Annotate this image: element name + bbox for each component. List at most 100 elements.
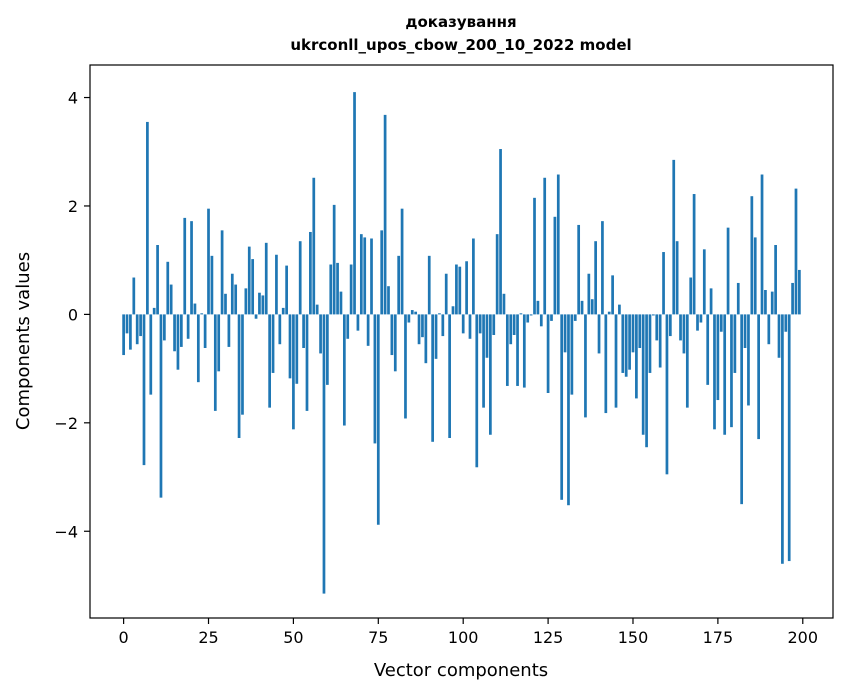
- bar-component-81: [397, 255, 401, 315]
- bar-component-155: [648, 314, 652, 373]
- bar-component-171: [702, 249, 706, 315]
- bar-component-35: [241, 314, 244, 415]
- bar-component-6: [142, 314, 146, 466]
- x-tick-label: 175: [703, 628, 734, 647]
- bar-component-120: [529, 314, 533, 316]
- bar-component-118: [522, 314, 526, 388]
- bar-component-99: [458, 266, 462, 315]
- bar-component-20: [190, 221, 193, 315]
- bar-component-149: [628, 314, 631, 370]
- bar-component-186: [753, 237, 757, 315]
- bar-component-112: [502, 293, 506, 315]
- bars: [122, 92, 801, 594]
- bar-component-181: [736, 282, 740, 315]
- bar-component-158: [658, 314, 662, 368]
- bar-component-108: [489, 314, 492, 435]
- bar-component-148: [624, 314, 628, 377]
- bar-component-67: [349, 264, 353, 315]
- bar-component-107: [485, 314, 489, 358]
- bar-component-25: [207, 208, 210, 315]
- bar-component-85: [410, 310, 414, 315]
- bar-component-144: [611, 275, 614, 315]
- bar-component-33: [234, 284, 238, 315]
- bar-component-2: [129, 314, 132, 350]
- x-tick-label: 25: [198, 628, 218, 647]
- bar-component-90: [427, 255, 431, 315]
- bar-component-129: [560, 314, 564, 500]
- bar-component-31: [227, 314, 231, 347]
- x-tick-label: 75: [368, 628, 388, 647]
- bar-component-22: [196, 314, 200, 383]
- bar-component-172: [706, 314, 710, 385]
- bar-component-54: [305, 314, 309, 411]
- bar-component-121: [533, 197, 536, 315]
- bar-component-40: [258, 292, 261, 315]
- bar-component-64: [339, 291, 343, 315]
- bar-component-109: [492, 314, 496, 335]
- bar-component-84: [407, 314, 411, 323]
- x-tick-label: 100: [448, 628, 479, 647]
- bar-component-34: [237, 314, 241, 438]
- bar-component-18: [183, 217, 187, 315]
- y-tick-label: −4: [54, 522, 78, 541]
- y-tick-label: −2: [54, 414, 78, 433]
- bar-component-168: [692, 194, 696, 315]
- bar-component-28: [217, 314, 221, 372]
- bar-component-188: [760, 174, 764, 315]
- bar-component-175: [716, 314, 720, 401]
- bar-component-174: [713, 314, 716, 430]
- bar-component-71: [363, 237, 367, 315]
- bar-component-105: [478, 314, 482, 334]
- bar-component-152: [638, 314, 642, 348]
- bar-component-156: [652, 314, 655, 316]
- bar-component-106: [482, 314, 485, 408]
- bar-component-133: [573, 314, 577, 321]
- bar-component-14: [169, 284, 173, 315]
- bar-component-142: [604, 314, 608, 414]
- bar-component-185: [750, 196, 754, 315]
- bar-component-45: [275, 254, 278, 315]
- bar-component-92: [434, 314, 438, 359]
- bar-component-52: [298, 241, 302, 315]
- bar-component-15: [173, 314, 176, 352]
- bar-component-36: [244, 288, 248, 315]
- bar-component-110: [495, 234, 499, 315]
- bar-component-73: [370, 238, 373, 315]
- bar-component-176: [719, 314, 723, 332]
- y-tick-label: 2: [68, 197, 78, 216]
- bar-component-178: [726, 227, 730, 315]
- bar-component-140: [597, 314, 601, 354]
- bar-component-97: [451, 306, 455, 315]
- bar-component-5: [139, 314, 142, 337]
- bar-component-91: [431, 314, 434, 442]
- bar-component-157: [655, 314, 659, 341]
- bar-component-103: [472, 238, 475, 315]
- bar-component-75: [376, 314, 380, 525]
- x-axis-ticks: 0 25 50 75 100 125 150 175 200: [119, 618, 818, 647]
- bar-component-126: [550, 314, 553, 321]
- bar-component-10: [156, 245, 159, 315]
- bar-component-180: [733, 314, 737, 373]
- bar-component-191: [770, 291, 774, 315]
- bar-component-196: [787, 314, 791, 562]
- bar-component-198: [794, 188, 798, 315]
- bar-component-114: [509, 314, 513, 345]
- bar-component-4: [135, 314, 139, 345]
- plot-frame: [89, 64, 834, 619]
- bar-component-68: [353, 92, 356, 315]
- bar-component-74: [373, 314, 377, 444]
- bar-component-130: [563, 314, 567, 353]
- bar-component-69: [356, 314, 360, 331]
- bar-component-16: [176, 314, 180, 370]
- bar-component-48: [285, 265, 288, 315]
- bar-component-11: [159, 314, 163, 498]
- bar-component-119: [526, 314, 530, 323]
- bar-component-193: [777, 314, 781, 358]
- bar-component-66: [346, 314, 350, 339]
- bar-component-187: [757, 314, 760, 440]
- bar-component-55: [309, 231, 312, 315]
- bar-component-164: [679, 314, 682, 341]
- bar-component-70: [359, 234, 363, 315]
- bar-component-93: [438, 313, 441, 315]
- bar-component-104: [475, 314, 479, 468]
